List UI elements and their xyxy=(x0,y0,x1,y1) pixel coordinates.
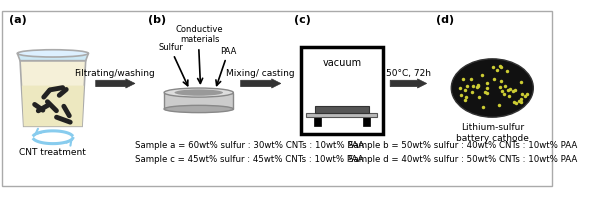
Ellipse shape xyxy=(174,89,223,96)
Text: Sulfur: Sulfur xyxy=(159,44,184,52)
Text: Sample b = 50wt% sulfur : 40wt% CNTs : 10wt% PAA: Sample b = 50wt% sulfur : 40wt% CNTs : 1… xyxy=(348,141,578,150)
Text: (a): (a) xyxy=(9,15,27,25)
Text: 50°C, 72h: 50°C, 72h xyxy=(386,69,431,78)
Text: Sample c = 45wt% sulfur : 45wt% CNTs : 10wt% PAA: Sample c = 45wt% sulfur : 45wt% CNTs : 1… xyxy=(135,155,364,164)
Text: Sample d = 40wt% sulfur : 50wt% CNTs : 10wt% PAA: Sample d = 40wt% sulfur : 50wt% CNTs : 1… xyxy=(348,155,578,164)
Ellipse shape xyxy=(164,105,233,113)
Text: CNT treatment: CNT treatment xyxy=(19,148,86,157)
Ellipse shape xyxy=(17,50,88,57)
Bar xyxy=(363,117,370,126)
Text: Conductive
materials: Conductive materials xyxy=(176,25,224,44)
Text: (c): (c) xyxy=(294,15,311,25)
Polygon shape xyxy=(95,79,135,88)
Polygon shape xyxy=(17,53,88,61)
Ellipse shape xyxy=(164,88,233,97)
Polygon shape xyxy=(20,61,86,126)
Text: (d): (d) xyxy=(436,15,454,25)
Text: Filtrating/washing: Filtrating/washing xyxy=(75,69,155,78)
Text: vacuum: vacuum xyxy=(322,58,361,68)
Bar xyxy=(314,106,369,113)
Polygon shape xyxy=(22,86,84,126)
Text: Mixing/ casting: Mixing/ casting xyxy=(226,69,295,78)
Polygon shape xyxy=(390,79,427,88)
Polygon shape xyxy=(164,93,233,109)
Text: (b): (b) xyxy=(148,15,166,25)
Bar xyxy=(301,47,383,134)
Polygon shape xyxy=(241,79,281,88)
FancyBboxPatch shape xyxy=(2,10,553,187)
Text: Sample a = 60wt% sulfur : 30wt% CNTs : 10wt% PAA: Sample a = 60wt% sulfur : 30wt% CNTs : 1… xyxy=(135,141,364,150)
Text: PAA: PAA xyxy=(219,47,236,56)
Bar xyxy=(314,117,321,126)
Text: Lithium-sulfur
battery cathode: Lithium-sulfur battery cathode xyxy=(456,123,529,143)
Ellipse shape xyxy=(451,59,533,117)
Bar xyxy=(306,113,378,117)
